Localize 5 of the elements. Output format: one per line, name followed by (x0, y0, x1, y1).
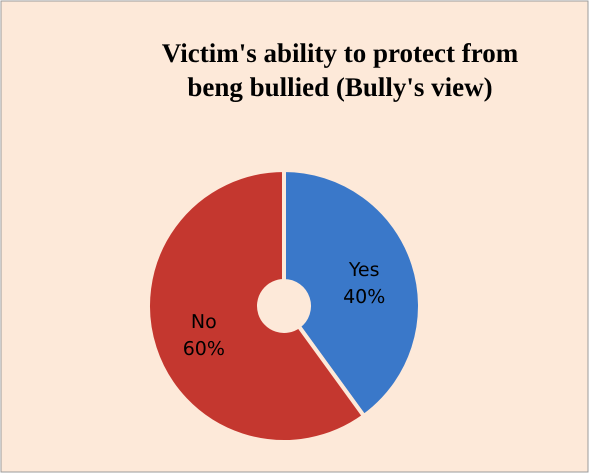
slice-label: No (190, 311, 217, 334)
slice-label: Yes (348, 258, 380, 281)
data-label: 40% (343, 286, 386, 308)
chart-title: Victim's ability to protect from beng bullied (Bully's view) (162, 38, 519, 102)
data-label: 60% (182, 338, 225, 360)
